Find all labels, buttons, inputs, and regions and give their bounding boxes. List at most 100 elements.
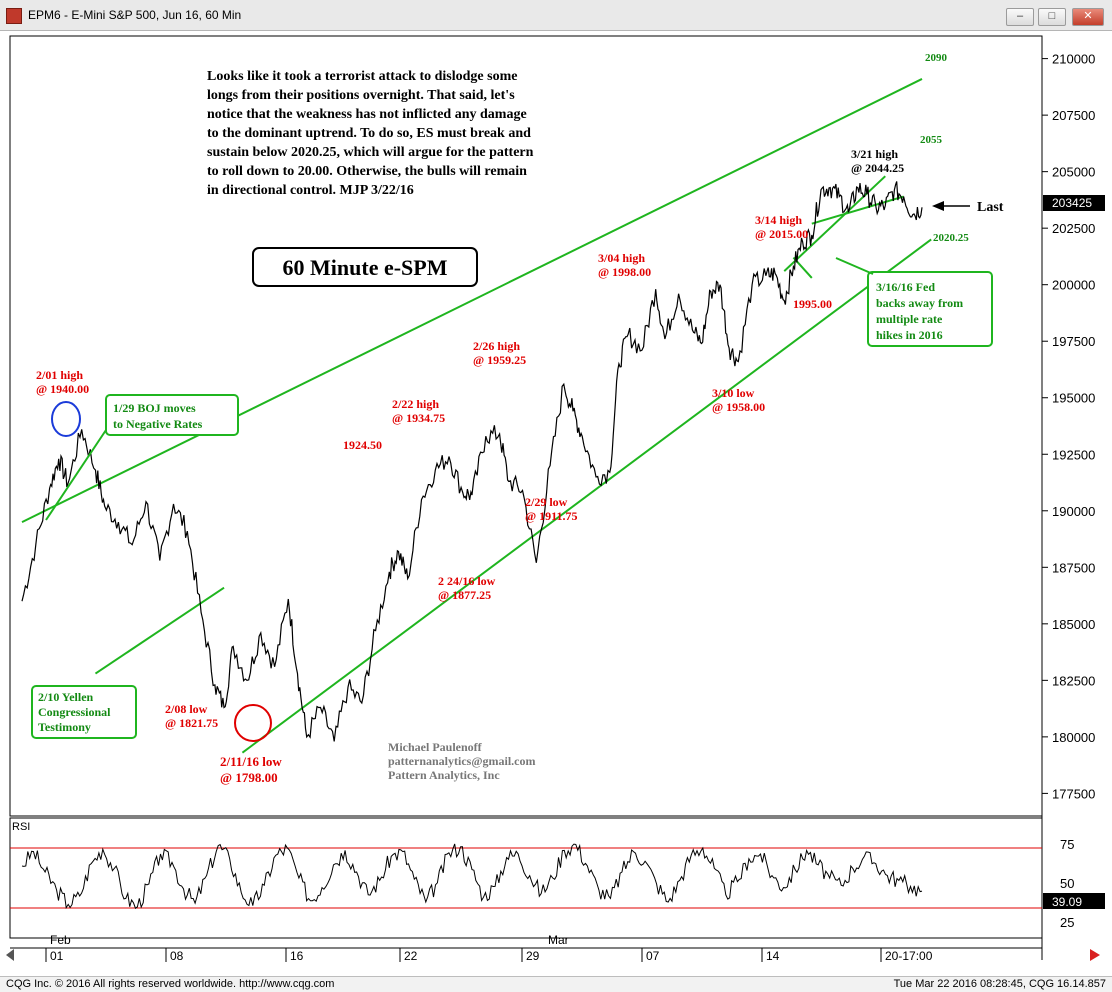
- inner-top-label: 2055: [920, 134, 943, 146]
- rsi-value-badge: [1043, 893, 1105, 909]
- fed-event-l1: 3/16/16 Fed: [876, 280, 935, 294]
- attribution-email: patternanalytics@gmail.com: [388, 754, 535, 768]
- attribution: Michael Paulenoff patternanalytics@gmail…: [388, 740, 535, 782]
- copyright-text: CQG Inc. © 2016 All rights reserved worl…: [6, 978, 335, 990]
- window-title: EPM6 - E-Mini S&P 500, Jun 16, 60 Min: [28, 8, 242, 22]
- channel-line: [21, 78, 923, 523]
- last-price-badge: [1043, 195, 1105, 211]
- attribution-company: Pattern Analytics, Inc: [388, 768, 500, 782]
- yellen-event-l2: Congressional: [38, 705, 111, 719]
- annotation-mar14-l2: @ 2015.00: [755, 227, 808, 241]
- commentary-line: sustain below 2020.25, which will argue …: [207, 145, 534, 160]
- price-tick-label: 192500: [1052, 447, 1095, 462]
- annotation-feb01-l1: 2/01 high: [36, 368, 83, 382]
- price-tick-label: 185000: [1052, 617, 1095, 632]
- date-tick-label: 07: [646, 949, 660, 963]
- price-tick-label: 190000: [1052, 504, 1095, 519]
- annotation-feb24-l2: @ 1877.25: [438, 588, 491, 602]
- price-tick-label: 202500: [1052, 221, 1095, 236]
- maximize-button[interactable]: □: [1038, 8, 1066, 26]
- commentary-line: to the dominant uptrend. To do so, ES mu…: [207, 126, 531, 141]
- annotation-mar10-l2: @ 1958.00: [712, 400, 765, 414]
- rsi-panel-frame: [9, 817, 1043, 939]
- rsi-levels: [10, 847, 1042, 909]
- date-axis: 01 08 16 22 29 07 14 20-17:00 Feb Mar: [45, 933, 933, 963]
- yellen-event-box: [31, 685, 137, 739]
- price-tick-label: 210000: [1052, 52, 1095, 67]
- scroll-left-arrow[interactable]: [6, 949, 14, 961]
- chart-title-box: [252, 247, 478, 287]
- window-titlebar: EPM6 - E-Mini S&P 500, Jun 16, 60 Min – …: [0, 0, 1112, 31]
- date-tick-label: 14: [766, 949, 780, 963]
- boj-event-l2: to Negative Rates: [113, 417, 203, 431]
- rsi-tick-25: 25: [1060, 915, 1074, 930]
- yellen-event-l1: 2/10 Yellen: [38, 690, 94, 704]
- annotation-feb26-l1: 2/26 high: [473, 339, 520, 353]
- annotation-mar10-l1: 3/10 low: [712, 386, 755, 400]
- event-boxes: 1/29 BOJ moves to Negative Rates 2/10 Ye…: [31, 257, 993, 739]
- date-tick-label: 22: [404, 949, 418, 963]
- channel-line: [94, 586, 225, 675]
- boj-event-box: [105, 394, 239, 436]
- attribution-name: Michael Paulenoff: [388, 740, 483, 754]
- feb11-low-circle: [234, 704, 272, 742]
- channel-line: [811, 195, 904, 225]
- status-bar: CQG Inc. © 2016 All rights reserved worl…: [0, 976, 1112, 992]
- minimize-button[interactable]: –: [1006, 8, 1034, 26]
- annotation-feb29-l2: @ 1911.75: [525, 509, 578, 523]
- price-tick-label: 197500: [1052, 334, 1095, 349]
- commentary-line: to roll down to 20.00. Otherwise, the bu…: [207, 164, 527, 179]
- price-tick-label: 205000: [1052, 165, 1095, 180]
- date-tick-label: 20-17:00: [885, 949, 933, 963]
- annotation-mar14-l1: 3/14 high: [755, 213, 802, 227]
- annotation-1995: 1995.00: [793, 297, 832, 311]
- annotation-mar04-l1: 3/04 high: [598, 251, 645, 265]
- commentary-line: notice that the weakness has not inflict…: [207, 107, 527, 122]
- price-tick-label: 207500: [1052, 108, 1095, 123]
- price-tick-label: 187500: [1052, 560, 1095, 575]
- price-tick-label: 200000: [1052, 278, 1095, 293]
- rsi-tick-75: 75: [1060, 837, 1074, 852]
- fed-event-l2: backs away from: [876, 296, 963, 310]
- app-icon: [6, 8, 22, 24]
- annotation-mar04-l2: @ 1998.00: [598, 265, 651, 279]
- last-arrow-head: [932, 201, 944, 211]
- scroll-right-arrow[interactable]: [1090, 949, 1100, 961]
- feb01-high-circle: [51, 401, 81, 437]
- date-tick-label: 08: [170, 949, 184, 963]
- fed-event-pointer: [835, 257, 874, 275]
- close-button[interactable]: ✕: [1072, 8, 1104, 26]
- price-tick-label: 195000: [1052, 391, 1095, 406]
- annotation-feb24-l1: 2 24/16 low: [438, 574, 496, 588]
- chart-title: 60 Minute e-SPM: [283, 255, 448, 280]
- price-tick-label: 177500: [1052, 786, 1095, 801]
- commentary: Looks like it took a terrorist attack to…: [207, 69, 534, 198]
- annotation-feb29-l1: 2/29 low: [525, 495, 568, 509]
- rsi-label: RSI: [12, 821, 30, 833]
- month-label: Feb: [50, 933, 71, 947]
- annotation-feb08-l1: 2/08 low: [165, 702, 208, 716]
- annotation-feb01-l2: @ 1940.00: [36, 382, 89, 396]
- date-tick-label: 01: [50, 949, 64, 963]
- rsi-value: 39.09: [1052, 895, 1082, 909]
- channel-top-label: 2090: [925, 52, 948, 64]
- rsi-tick-50: 50: [1060, 876, 1074, 891]
- yellen-event-l3: Testimony: [38, 720, 91, 734]
- annotation-1924: 1924.50: [343, 438, 382, 452]
- support-label: 2020.25: [933, 232, 969, 244]
- annotation-feb11-l2: @ 1798.00: [220, 770, 278, 785]
- boj-event-pointer: [45, 429, 107, 521]
- annotation-feb26-l2: @ 1959.25: [473, 353, 526, 367]
- commentary-line: Looks like it took a terrorist attack to…: [207, 69, 517, 84]
- fed-event-l3: multiple rate: [876, 312, 943, 326]
- last-label: Last: [977, 200, 1004, 215]
- date-tick-label: 29: [526, 949, 540, 963]
- fed-event-l4: hikes in 2016: [876, 328, 943, 342]
- annotation-feb22-l2: @ 1934.75: [392, 411, 445, 425]
- commentary-line: longs from their positions overnight. Th…: [207, 88, 515, 103]
- date-tick-label: 16: [290, 949, 304, 963]
- annotation-feb11-l1: 2/11/16 low: [220, 754, 282, 769]
- price-tick-label: 180000: [1052, 730, 1095, 745]
- annotation-mar21-l1: 3/21 high: [851, 147, 898, 161]
